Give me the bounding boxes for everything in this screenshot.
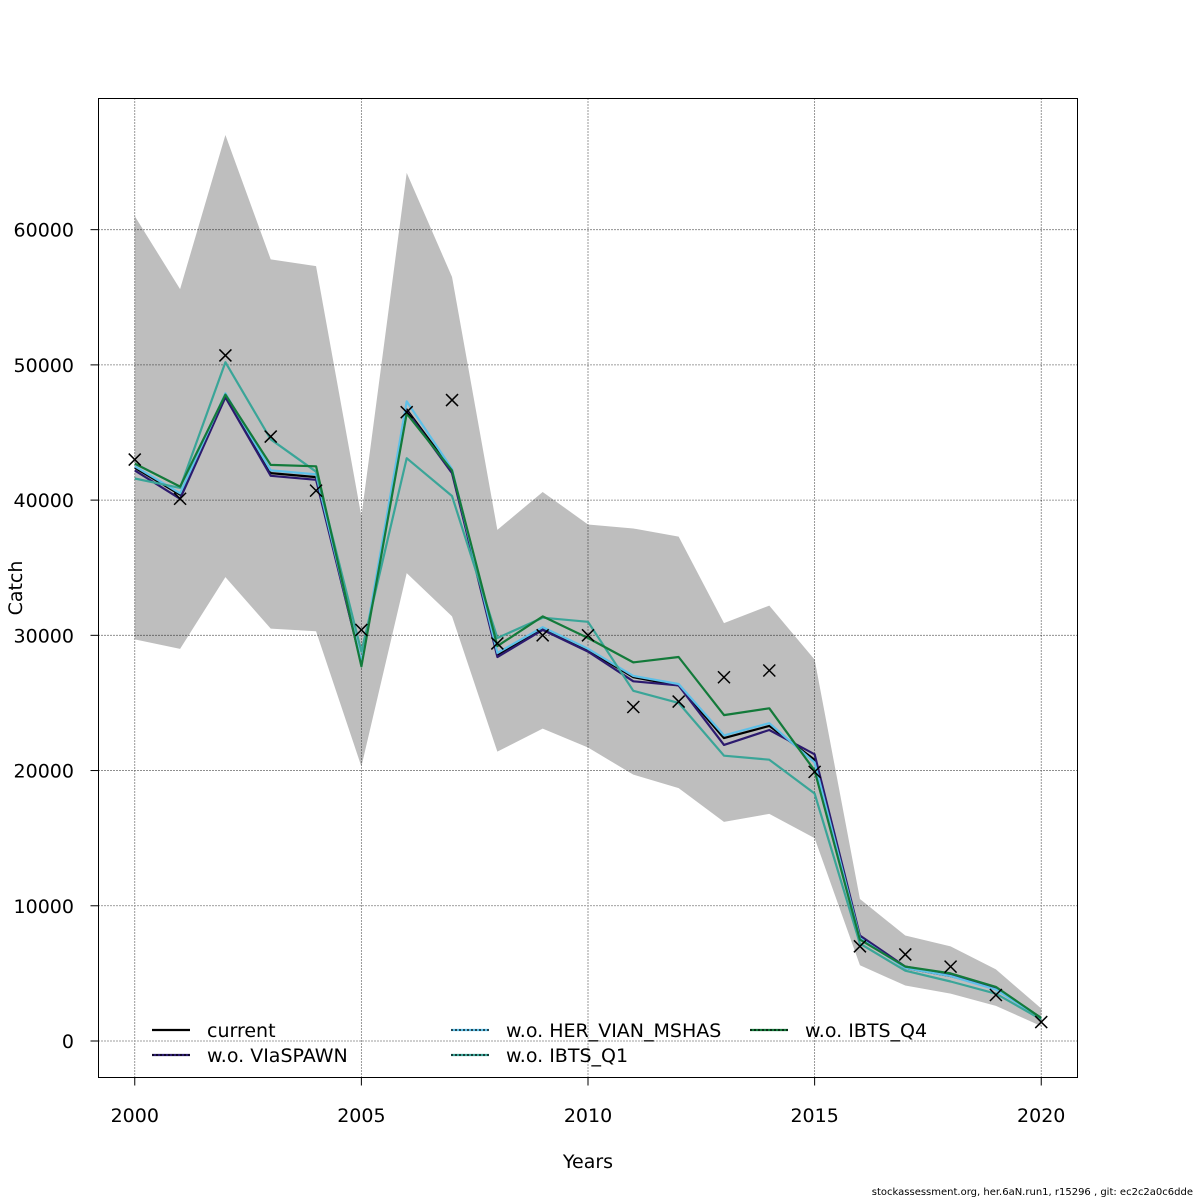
y-tick-label: 20000	[14, 761, 74, 783]
observation-point	[581, 628, 595, 642]
observation-point	[536, 628, 550, 642]
x-axis-title: Years	[562, 1151, 613, 1173]
confidence-band-layer	[134, 135, 1042, 1027]
y-tick-label: 30000	[14, 625, 74, 647]
grid-layer	[98, 98, 1078, 1078]
legend-label: current	[207, 1020, 276, 1042]
observation-stroke	[1034, 1015, 1048, 1029]
observation-point	[989, 988, 1003, 1002]
series-layer	[134, 361, 1042, 1021]
observation-point	[853, 939, 867, 953]
observation-point	[944, 960, 958, 974]
observation-stroke	[264, 430, 278, 444]
x-tick-label: 2005	[337, 1105, 385, 1127]
legend-label: w.o. VIaSPAWN	[207, 1045, 348, 1067]
observation-stroke	[717, 670, 731, 684]
observation-stroke	[581, 628, 595, 642]
footer-credit: stockassessment.org, her.6aN.run1, r1529…	[871, 1187, 1193, 1198]
observation-stroke	[490, 636, 504, 650]
observation-point	[218, 348, 232, 362]
y-tick-label: 50000	[14, 355, 74, 377]
observation-point	[264, 430, 278, 444]
legend-item: w.o. IBTS_Q4	[750, 1020, 927, 1042]
observation-layer	[128, 348, 1048, 1029]
observation-point	[128, 453, 142, 467]
legend-item: w.o. IBTS_Q1	[451, 1045, 628, 1067]
x-tick-label: 2020	[1017, 1105, 1065, 1127]
observation-point	[808, 765, 822, 779]
legend-item: w.o. HER_VIAN_MSHAS	[451, 1020, 721, 1042]
observation-point	[173, 492, 187, 506]
legend-item: current	[152, 1020, 276, 1042]
y-tick-label: 40000	[14, 490, 74, 512]
observation-stroke	[898, 947, 912, 961]
observation-stroke	[445, 393, 459, 407]
observation-stroke	[853, 939, 867, 953]
observation-stroke	[400, 405, 414, 419]
y-tick-label: 0	[62, 1031, 74, 1053]
observation-stroke	[536, 628, 550, 642]
observation-stroke	[808, 765, 822, 779]
series-line-4	[134, 393, 1042, 1019]
observation-stroke	[762, 663, 776, 678]
observation-point	[626, 700, 640, 714]
series-line-3	[134, 361, 1042, 1021]
axis-layer: 2000 2005 2010 2015 2020 0 10000 20000 30000 4000…	[14, 220, 1066, 1127]
y-tick-label: 60000	[14, 220, 74, 242]
legend-label: w.o. IBTS_Q1	[506, 1045, 628, 1067]
observation-point	[1034, 1015, 1048, 1029]
observation-stroke	[128, 453, 142, 467]
observation-point	[672, 695, 686, 709]
x-tick-label: 2000	[111, 1105, 159, 1127]
observation-stroke	[173, 492, 187, 506]
observation-stroke	[309, 484, 323, 498]
observation-stroke	[944, 960, 958, 974]
legend-label: w.o. HER_VIAN_MSHAS	[506, 1020, 721, 1042]
series-line-1	[134, 396, 1042, 1019]
y-tick-label: 10000	[14, 896, 74, 918]
observation-point	[400, 405, 414, 419]
observation-point	[445, 393, 459, 407]
x-tick-label: 2015	[790, 1105, 838, 1127]
y-axis-title: Catch	[5, 561, 27, 616]
legend-item: w.o. VIaSPAWN	[152, 1045, 348, 1067]
observation-point	[762, 663, 776, 678]
observation-stroke	[626, 700, 640, 714]
observation-stroke	[354, 623, 368, 637]
x-tick-label: 2010	[564, 1105, 612, 1127]
observation-stroke	[218, 348, 232, 362]
observation-point	[354, 623, 368, 637]
observation-point	[898, 947, 912, 961]
observation-point	[309, 484, 323, 498]
observation-point	[717, 670, 731, 684]
observation-stroke	[672, 695, 686, 709]
observation-stroke	[989, 988, 1003, 1002]
confidence-band	[134, 135, 1042, 1027]
observation-point	[490, 636, 504, 650]
legend-label: w.o. IBTS_Q4	[805, 1020, 927, 1042]
